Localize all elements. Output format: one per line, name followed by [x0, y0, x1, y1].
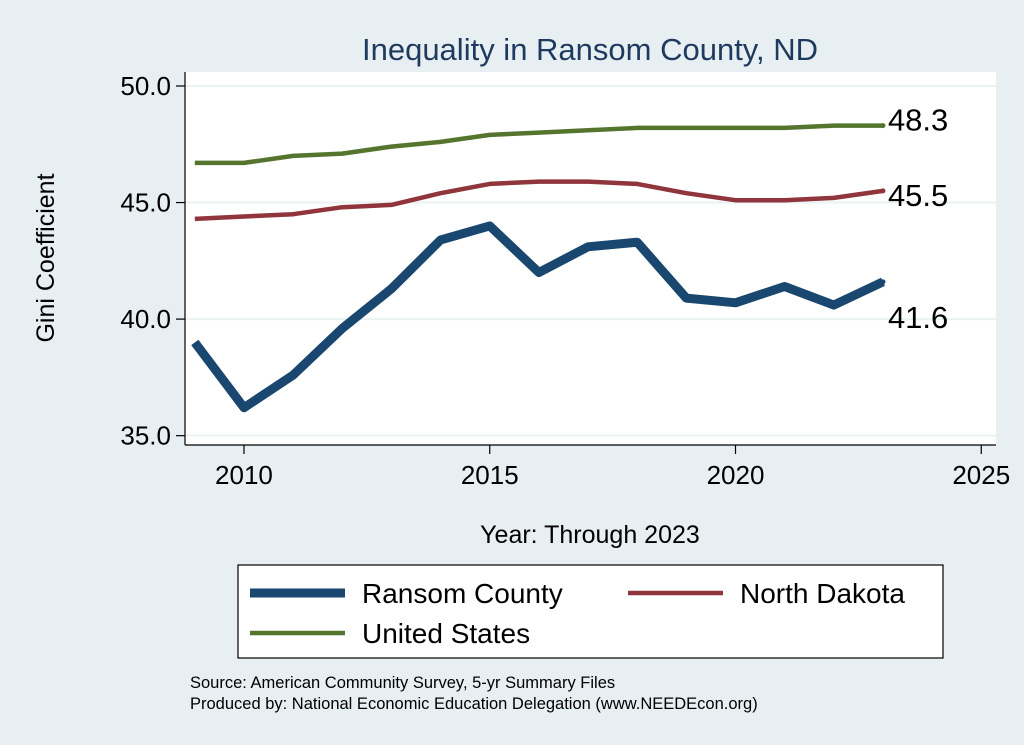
y-tick-label: 35.0	[120, 421, 171, 451]
legend-label-united-states: United States	[362, 618, 530, 649]
source-note: Source: American Community Survey, 5-yr …	[190, 674, 615, 692]
legend-label-north-dakota: North Dakota	[740, 578, 905, 609]
end-point-united-states	[880, 123, 886, 129]
end-label-united-states: 48.3	[888, 103, 948, 138]
axes: 35.0 40.0 45.0 50.0 2010 2015 2020 2025	[120, 71, 1010, 490]
producer-note: Produced by: National Economic Education…	[190, 695, 758, 713]
legend-entries: Ransom County North Dakota United States	[250, 578, 905, 649]
x-tick-label: 2010	[215, 460, 273, 490]
legend-box	[237, 564, 944, 659]
series-lines	[191, 123, 886, 413]
legend: Ransom County North Dakota United States	[237, 564, 944, 659]
end-label-north-dakota: 45.5	[888, 178, 948, 213]
series-line-ransom-county	[191, 221, 885, 413]
x-tick-label: 2020	[707, 460, 765, 490]
end-point-north-dakota	[880, 188, 886, 194]
x-tick-label: 2025	[952, 460, 1010, 490]
legend-label-ransom-county: Ransom County	[362, 578, 563, 609]
x-tick-label: 2015	[461, 460, 519, 490]
end-point-ransom-county	[880, 279, 886, 285]
y-tick-label: 45.0	[120, 188, 171, 218]
y-tick-label: 50.0	[120, 71, 171, 101]
chart-title: Inequality in Ransom County, ND	[362, 32, 818, 67]
series-line-united-states	[194, 123, 883, 166]
end-label-ransom-county: 41.6	[888, 300, 948, 335]
x-axis-label: Year: Through 2023	[480, 521, 700, 549]
plot-area	[185, 72, 996, 445]
y-axis-label: Gini Coefficient	[32, 173, 60, 342]
gridlines	[185, 84, 996, 437]
end-labels: 48.3 45.5 41.6	[888, 103, 948, 335]
series-line-north-dakota	[194, 179, 884, 222]
y-tick-label: 40.0	[120, 304, 171, 334]
